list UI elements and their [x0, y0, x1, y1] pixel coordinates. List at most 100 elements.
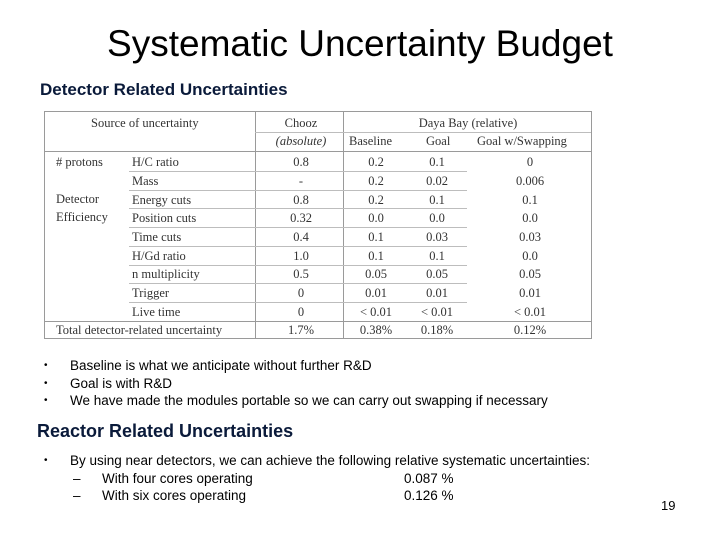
row-goal: 0.1 — [429, 249, 445, 263]
row-item: Live time — [132, 305, 181, 319]
reactor-section-heading: Reactor Related Uncertainties — [37, 421, 294, 441]
detector-section-heading: Detector Related Uncertainties — [40, 80, 288, 99]
row-chooz: 0 — [297, 305, 305, 319]
row-goal: < 0.01 — [420, 305, 454, 319]
row-chooz: 0.32 — [290, 211, 312, 225]
header-source: Source of uncertainty — [91, 116, 199, 130]
row-chooz: - — [298, 174, 304, 188]
row-chooz: 1.0 — [293, 249, 309, 263]
row-goal: 0.03 — [426, 230, 448, 244]
header-dayabay: Daya Bay (relative) — [418, 116, 518, 130]
bullet-marker: • — [44, 377, 48, 389]
uncertainty-table: Source of uncertainty Chooz (absolute) D… — [44, 111, 592, 339]
bullet-marker: • — [44, 360, 48, 371]
total-chooz: 1.7% — [287, 323, 315, 337]
row-rule — [129, 171, 467, 172]
bullet-item: • We have made the modules portable so w… — [44, 392, 548, 410]
bullet-text: We have made the modules portable so we … — [70, 393, 548, 408]
row-goal: 0.02 — [426, 174, 448, 188]
row-goal: 0.01 — [426, 286, 448, 300]
row-item: n multiplicity — [132, 267, 200, 281]
row-chooz: 0.8 — [293, 193, 309, 207]
sub-item-value: 0.126 % — [404, 488, 454, 503]
sub-item-label: With four cores operating — [102, 470, 253, 486]
row-swap: 0.006 — [515, 174, 545, 188]
bullet-item: • Goal is with R&D — [44, 375, 548, 393]
row-chooz: 0.8 — [293, 155, 309, 169]
row-baseline: 0.05 — [365, 267, 387, 281]
row-item: Time cuts — [132, 230, 182, 244]
row-chooz: 0 — [297, 286, 305, 300]
row-item: Position cuts — [132, 211, 197, 225]
row-item: Mass — [132, 174, 159, 188]
bullet-marker: • — [44, 395, 48, 406]
header-baseline: Baseline — [349, 134, 393, 148]
group-protons: # protons — [56, 155, 103, 169]
row-rule — [129, 246, 467, 247]
sub-item: – With six cores operating 0.126 % — [44, 487, 590, 505]
row-baseline: 0.2 — [368, 155, 384, 169]
row-baseline: 0.2 — [368, 193, 384, 207]
table-col-rule — [343, 112, 344, 338]
group-efficiency: Efficiency — [56, 210, 108, 224]
row-goal: 0.1 — [429, 193, 445, 207]
row-swap: < 0.01 — [513, 305, 547, 319]
header-goal-swapping: Goal w/Swapping — [477, 134, 567, 148]
bullet-item: • Baseline is what we anticipate without… — [44, 357, 548, 375]
detector-notes: • Baseline is what we anticipate without… — [44, 357, 548, 410]
bullet-text: Baseline is what we anticipate without f… — [70, 358, 372, 373]
row-goal: 0.0 — [429, 211, 445, 225]
row-goal: 0.1 — [429, 155, 445, 169]
row-swap: 0.01 — [519, 286, 541, 300]
page-title: Systematic Uncertainty Budget — [107, 23, 613, 64]
row-baseline: 0.0 — [368, 211, 384, 225]
row-baseline: 0.1 — [368, 249, 384, 263]
bullet-marker: • — [44, 455, 48, 466]
total-swap: 0.12% — [513, 323, 547, 337]
table-header-rule — [45, 151, 591, 152]
row-item: H/Gd ratio — [132, 249, 186, 263]
row-rule — [129, 283, 467, 284]
row-swap: 0.0 — [522, 211, 538, 225]
row-item: Energy cuts — [132, 193, 192, 207]
row-chooz: 0.5 — [293, 267, 309, 281]
group-detector: Detector — [56, 192, 100, 206]
header-chooz: Chooz — [284, 116, 318, 130]
header-chooz-absolute: (absolute) — [275, 134, 327, 148]
row-rule — [129, 302, 467, 303]
row-chooz: 0.4 — [293, 230, 309, 244]
bullet-item: • By using near detectors, we can achiev… — [44, 452, 590, 470]
row-swap: 0.0 — [522, 249, 538, 263]
row-swap: 0.05 — [519, 267, 541, 281]
table-subheader-rule — [255, 132, 591, 133]
row-goal: 0.05 — [426, 267, 448, 281]
row-item: Trigger — [132, 286, 170, 300]
row-item: H/C ratio — [132, 155, 179, 169]
dash-marker: – — [73, 470, 81, 486]
sub-item-value: 0.087 % — [404, 470, 454, 486]
bullet-text: By using near detectors, we can achieve … — [70, 453, 591, 468]
row-rule — [129, 227, 467, 228]
row-baseline: < 0.01 — [359, 305, 393, 319]
row-rule — [129, 190, 467, 191]
row-swap: 0.1 — [522, 193, 538, 207]
sub-item-label: With six cores operating — [102, 488, 247, 503]
header-goal: Goal — [426, 134, 451, 148]
page-number: 19 — [661, 498, 676, 513]
row-swap: 0.03 — [519, 230, 541, 244]
row-baseline: 0.2 — [368, 174, 384, 188]
row-baseline: 0.01 — [365, 286, 387, 300]
row-baseline: 0.1 — [368, 230, 384, 244]
row-rule — [129, 208, 467, 209]
row-swap: 0 — [526, 155, 534, 169]
dash-marker: – — [73, 488, 81, 503]
total-label: Total detector-related uncertainty — [56, 323, 223, 337]
row-rule — [129, 265, 467, 266]
bullet-text: Goal is with R&D — [70, 375, 173, 391]
total-baseline: 0.38% — [359, 323, 393, 337]
table-col-rule — [255, 112, 256, 338]
sub-item: – With four cores operating 0.087 % — [44, 470, 590, 488]
reactor-notes: • By using near detectors, we can achiev… — [44, 452, 590, 505]
table-total-rule — [45, 321, 591, 322]
total-goal: 0.18% — [420, 323, 454, 337]
